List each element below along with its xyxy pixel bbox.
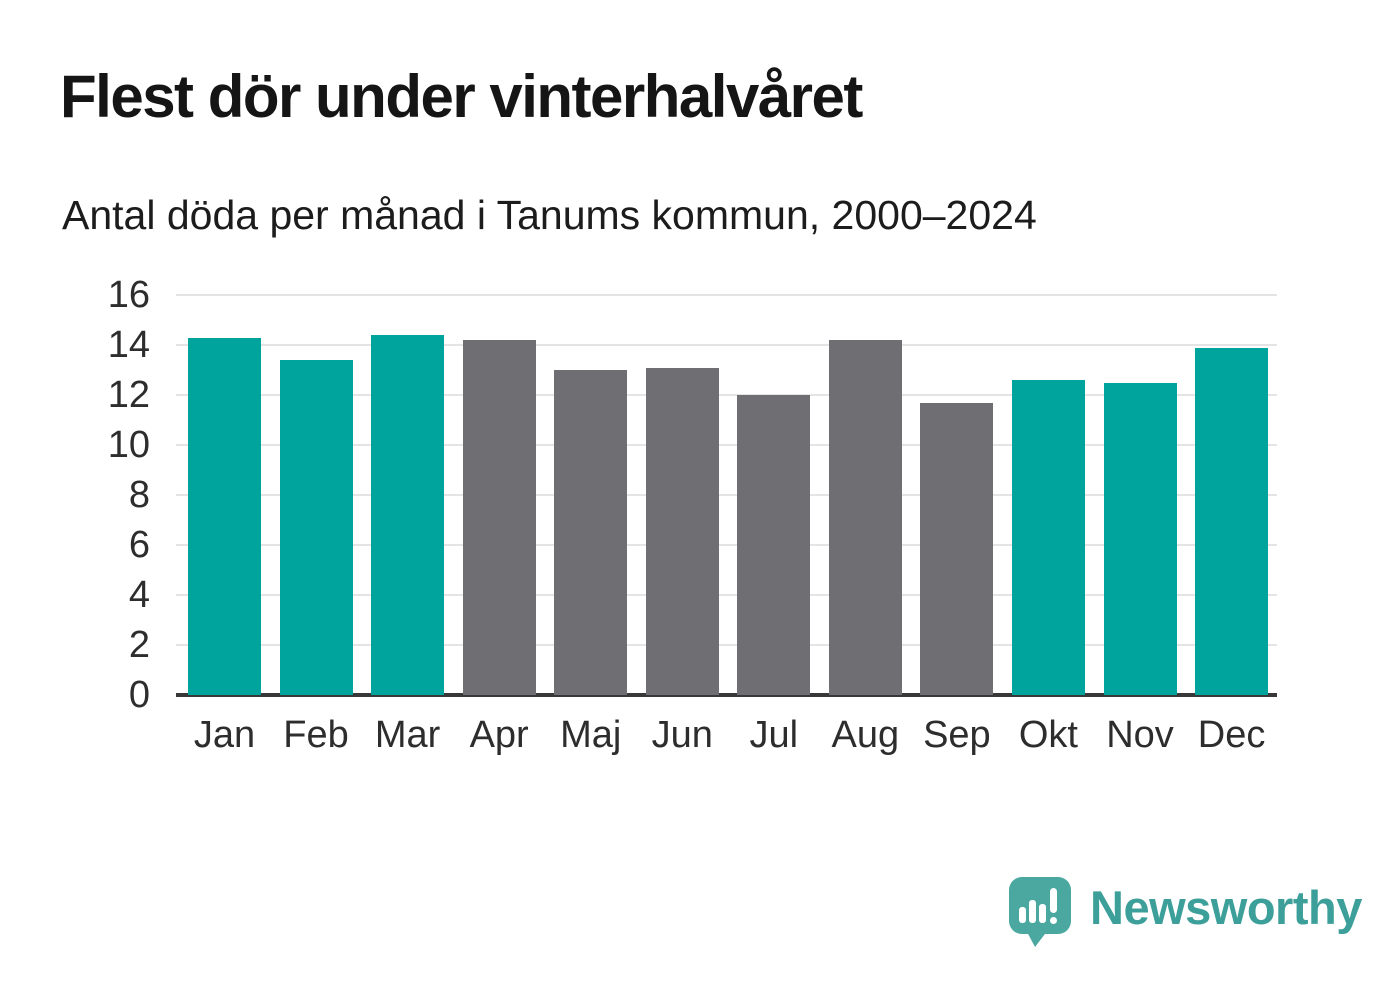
x-axis-line [176, 693, 1277, 697]
bar-jan [188, 337, 261, 695]
newsworthy-branding: Newsworthy [1008, 876, 1362, 948]
gridline-2 [176, 644, 1277, 646]
gridline-14 [176, 344, 1277, 346]
gridline-4 [176, 594, 1277, 596]
x-axis: Jan Feb Mar Apr Maj Jun Jul Aug Sep Okt Nov Dec [176, 714, 1277, 766]
x-tick-label-aug: Aug [831, 714, 900, 756]
bar-dec [1195, 347, 1269, 695]
y-tick-label-10: 10 [107, 424, 150, 466]
y-tick-label-8: 8 [128, 474, 150, 516]
x-tick-label-jun: Jun [651, 714, 713, 756]
y-tick-label-16: 16 [107, 274, 150, 316]
x-tick-label-sep: Sep [923, 714, 991, 756]
x-tick-label-jan: Jan [193, 714, 256, 756]
chart-subtitle: Antal döda per månad i Tanums kommun, 20… [62, 192, 1037, 238]
x-tick-label-okt: Okt [1018, 714, 1078, 756]
x-tick-label-apr: Apr [469, 714, 529, 756]
chart-title: Flest dör under vinterhalvåret [60, 63, 863, 130]
bar-mar [371, 335, 445, 695]
gridline-10 [176, 444, 1277, 446]
bar-apr [462, 340, 536, 695]
bar-maj [554, 370, 628, 695]
bar-aug [828, 340, 902, 695]
gridline-16 [176, 294, 1277, 296]
bar-nov [1103, 382, 1177, 695]
bar-feb [279, 360, 353, 695]
x-tick-label-dec: Dec [1197, 714, 1266, 756]
y-tick-label-14: 14 [107, 324, 150, 366]
bar-jun [645, 367, 719, 695]
gridline-12 [176, 394, 1277, 396]
bar-jul [737, 395, 811, 695]
gridline-8 [176, 494, 1277, 496]
y-tick-label-4: 4 [128, 574, 150, 616]
x-tick-label-feb: Feb [283, 714, 349, 756]
x-tick-label-nov: Nov [1106, 714, 1174, 756]
y-tick-label-2: 2 [128, 624, 150, 666]
x-tick-label-mar: Mar [374, 714, 441, 756]
plot-area [176, 294, 1277, 697]
newsworthy-wordmark: Newsworthy [1090, 881, 1362, 934]
bar-sep [920, 402, 994, 695]
y-axis: 0 2 4 6 8 10 12 14 16 [0, 276, 150, 714]
y-tick-label-12: 12 [107, 374, 150, 416]
x-tick-label-jul: Jul [749, 714, 799, 756]
y-tick-label-0: 0 [128, 674, 150, 716]
bar-okt [1011, 380, 1085, 695]
y-tick-label-6: 6 [128, 524, 150, 566]
gridline-6 [176, 544, 1277, 546]
newsworthy-logo-icon [1009, 877, 1071, 947]
x-tick-label-maj: Maj [560, 714, 622, 756]
